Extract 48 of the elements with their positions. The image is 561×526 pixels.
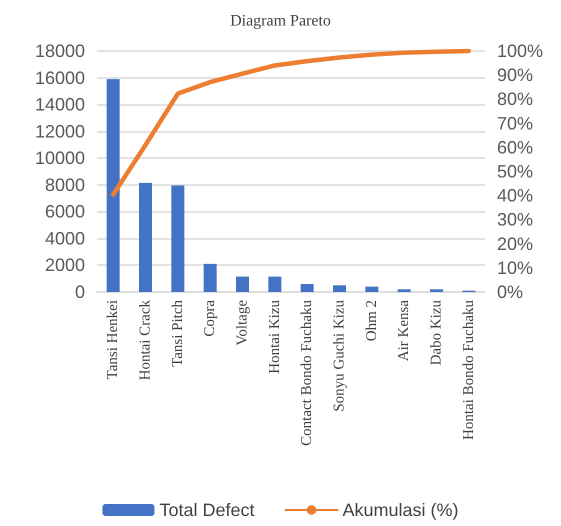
bar: [268, 276, 282, 292]
legend-label: Total Defect: [159, 500, 255, 520]
y2-tick-label: 30%: [497, 210, 534, 230]
x-tick-label: Hontai Crack: [138, 300, 154, 380]
y-tick-label: 2000: [44, 255, 85, 276]
bar: [398, 289, 411, 292]
bar: [204, 264, 217, 292]
x-tick-label: Contact Bondo Fuchaku: [299, 300, 316, 446]
x-tick-label: Copra: [202, 300, 218, 337]
y2-tick-label: 10%: [497, 258, 534, 278]
bar: [333, 285, 346, 292]
y2-tick-label: 20%: [497, 234, 534, 254]
y2-tick-label: 90%: [497, 65, 534, 86]
x-tick-label: Ohm 2: [364, 300, 380, 342]
y-tick-label: 12000: [34, 121, 85, 142]
x-tick-label: Air Kensa: [396, 300, 412, 362]
y2-tick-label: 70%: [497, 113, 534, 134]
legend-label: Akumulasi (%): [342, 500, 459, 520]
y-tick-label: 18000: [34, 41, 85, 61]
bar: [106, 79, 120, 292]
x-tick-label: Voltage: [234, 300, 250, 346]
line-series: [110, 48, 472, 197]
y-tick-label: 8000: [44, 174, 85, 195]
y-tick-label: 6000: [44, 202, 85, 222]
y2-tick-label: 50%: [497, 162, 534, 182]
y2-tick-label: 100%: [497, 41, 544, 61]
x-tick-label: Sonyu Guchi Kizu: [332, 300, 348, 412]
y-tick-label: 16000: [34, 68, 85, 88]
x-tick-label: Dabo Kizu: [428, 300, 444, 366]
x-tick-label: Hontai Bondo Fuchaku: [460, 300, 477, 440]
y2-tick-label: 40%: [497, 186, 534, 206]
bar: [236, 276, 249, 292]
y-tick-label: 10000: [34, 148, 85, 168]
chart-title: Diagram Pareto: [230, 12, 331, 30]
y2-tick-label: 80%: [497, 89, 534, 110]
bar: [365, 286, 378, 292]
x-tick-label: Hontai Kizu: [266, 300, 283, 374]
bar: [171, 186, 184, 292]
y-tick-label: 0: [74, 282, 85, 302]
bar: [300, 284, 314, 292]
y2-tick-label: 0%: [497, 282, 524, 302]
y-tick-label: 14000: [34, 94, 85, 115]
x-tick-label: Tansi Pitch: [170, 300, 186, 367]
y-tick-label: 4000: [44, 228, 85, 248]
bar: [139, 182, 152, 292]
y2-tick-label: 60%: [497, 137, 534, 158]
x-tick-label: Tansi Henkei: [105, 300, 122, 380]
bar: [430, 289, 443, 292]
